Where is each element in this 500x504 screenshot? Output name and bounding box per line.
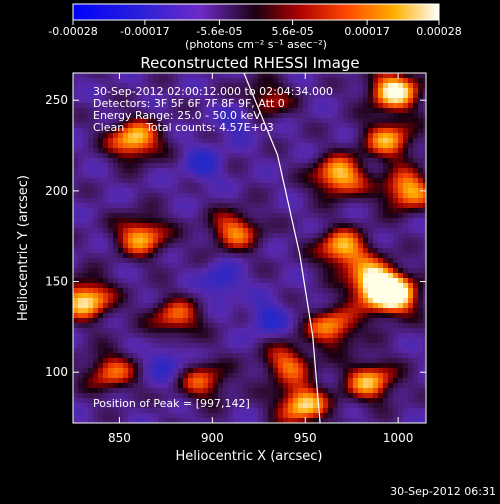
colorbar-tick-label: -0.00028 xyxy=(48,25,97,38)
y-tick-label: 150 xyxy=(45,275,68,289)
x-tick-label: 900 xyxy=(201,431,224,445)
annotation-counts: Total counts: 4.57E+03 xyxy=(145,121,274,134)
chart-title: Reconstructed RHESSI Image xyxy=(140,54,359,72)
x-tick-label: 1000 xyxy=(383,431,414,445)
colorbar-tick-label: 0.00017 xyxy=(344,25,390,38)
colorbar-ticks: -0.00028 -0.00017 -5.6e-05 5.6e-05 0.00017 0.… xyxy=(48,20,461,38)
y-tick-label: 200 xyxy=(45,184,68,198)
annotation-method: Clean xyxy=(93,121,124,134)
colorbar-unit-label: (photons cm⁻² s⁻¹ asec⁻²) xyxy=(185,38,327,51)
annotation-peak: Position of Peak = [997,142] xyxy=(93,397,250,410)
colorbar-tick-label: -0.00017 xyxy=(120,25,169,38)
y-tick-label: 250 xyxy=(45,93,68,107)
colorbar-tick-label: -5.6e-05 xyxy=(196,25,242,38)
colorbar-tick-label: 0.00028 xyxy=(416,25,462,38)
x-tick-label: 950 xyxy=(294,431,317,445)
footer-timestamp: 30-Sep-2012 06:31 xyxy=(390,485,496,498)
y-tick-label: 100 xyxy=(45,365,68,379)
colorbar-gradient xyxy=(73,4,439,20)
colorbar-tick-label: 5.6e-05 xyxy=(271,25,313,38)
x-axis-label: Heliocentric X (arcsec) xyxy=(176,449,323,464)
y-axis-label: Heliocentric Y (arcsec) xyxy=(16,175,31,321)
x-tick-label: 850 xyxy=(108,431,131,445)
colorbar: -0.00028 -0.00017 -5.6e-05 5.6e-05 0.00017 0.… xyxy=(48,4,461,51)
